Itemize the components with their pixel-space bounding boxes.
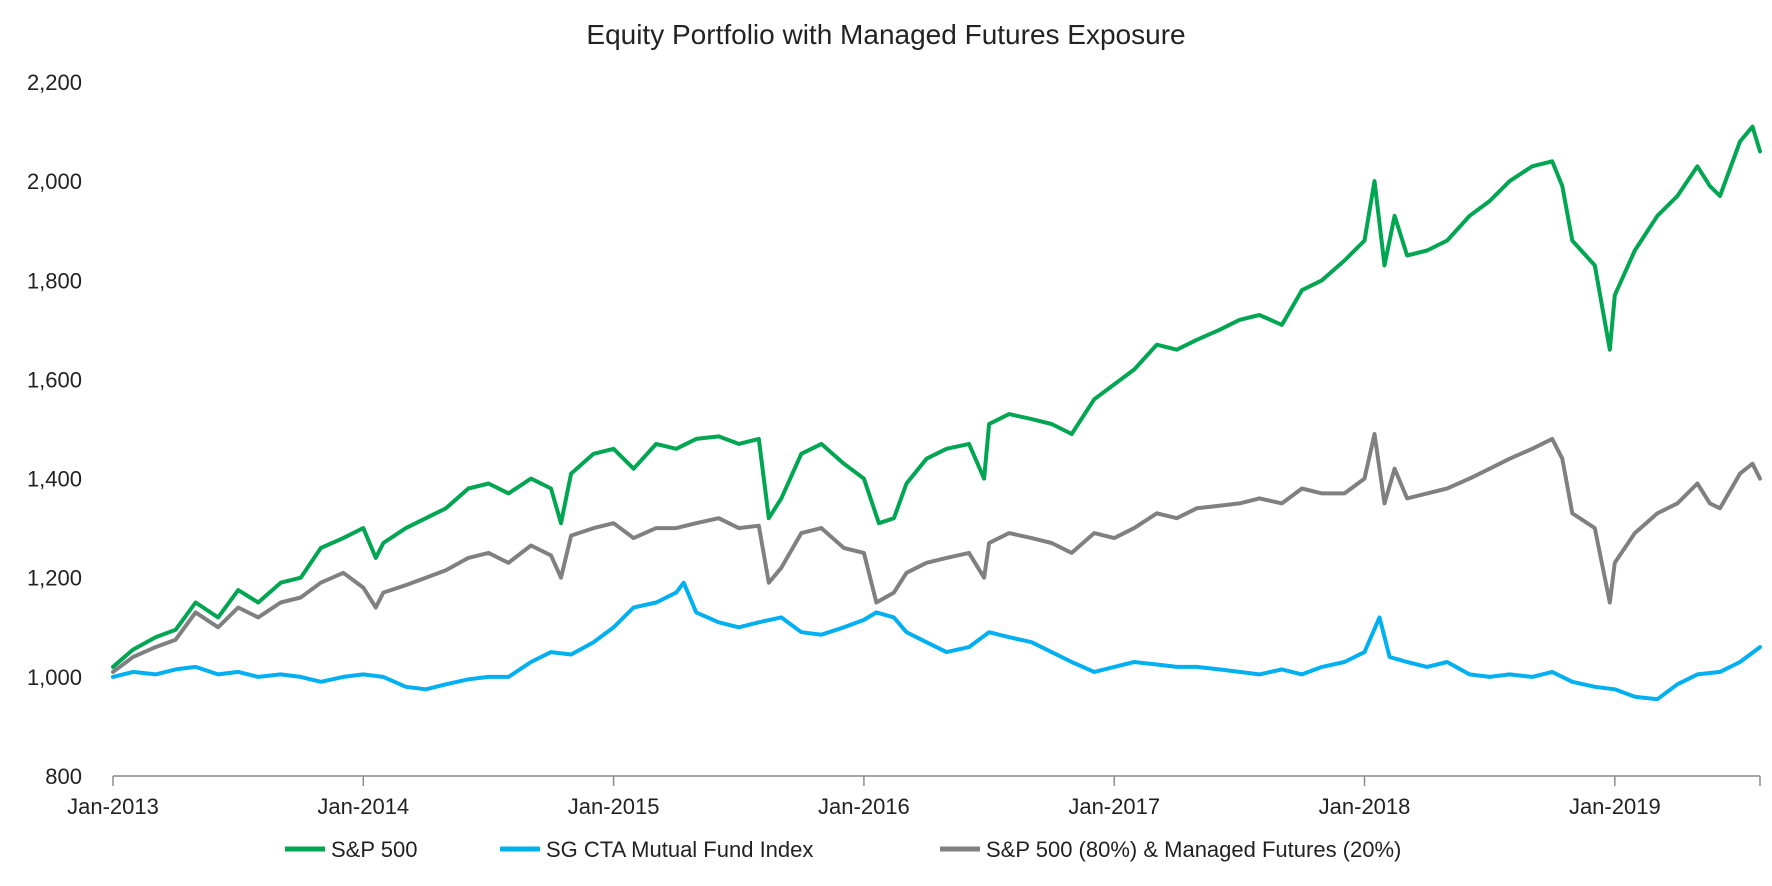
y-tick-label: 1,400 <box>27 467 82 492</box>
x-tick-label: Jan-2014 <box>317 794 409 819</box>
x-tick-label: Jan-2015 <box>568 794 660 819</box>
y-tick-label: 1,000 <box>27 665 82 690</box>
x-tick-label: Jan-2017 <box>1068 794 1160 819</box>
y-axis: 800 1,000 1,200 1,400 1,600 1,800 2,000 2,200 <box>27 70 82 789</box>
series-line-0 <box>111 124 1762 669</box>
series-line-2 <box>111 432 1762 674</box>
x-tick-label: Jan-2013 <box>67 794 159 819</box>
y-tick-label: 2,200 <box>27 70 82 95</box>
y-tick-label: 1,200 <box>27 566 82 591</box>
x-axis: Jan-2013 Jan-2014 Jan-2015 Jan-2016 Jan-2017… <box>67 775 1761 819</box>
x-tick-label: Jan-2019 <box>1569 794 1661 819</box>
chart-title: Equity Portfolio with Managed Futures Ex… <box>586 19 1185 50</box>
x-tick-label: Jan-2016 <box>818 794 910 819</box>
y-tick-label: 800 <box>45 764 82 789</box>
legend-label: S&P 500 <box>331 837 417 862</box>
series-line-1 <box>111 580 1762 702</box>
legend-label: S&P 500 (80%) & Managed Futures (20%) <box>986 837 1401 862</box>
series-layer <box>111 124 1762 702</box>
y-tick-label: 1,800 <box>27 268 82 293</box>
legend: S&P 500 SG CTA Mutual Fund Index S&P 500 (… <box>285 837 1401 862</box>
x-tick-label: Jan-2018 <box>1319 794 1411 819</box>
y-tick-label: 1,600 <box>27 367 82 392</box>
legend-label: SG CTA Mutual Fund Index <box>546 837 813 862</box>
y-tick-label: 2,000 <box>27 169 82 194</box>
